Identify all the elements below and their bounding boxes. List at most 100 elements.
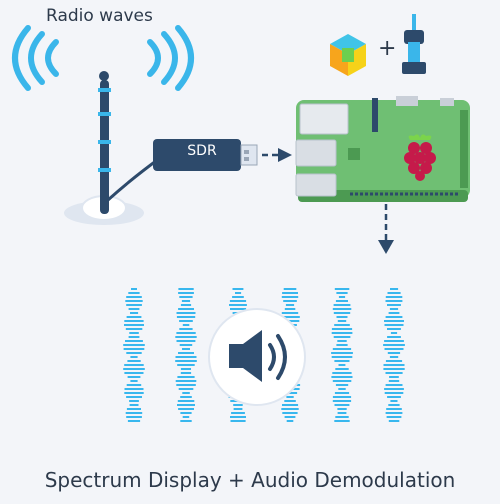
spectrum-bar (126, 352, 142, 354)
radio-waves-label: Radio waves (46, 6, 153, 26)
spectrum-bar (335, 384, 349, 386)
spectrum-bar (335, 416, 349, 418)
spectrum-bar (384, 324, 404, 326)
spectrum-bar (386, 408, 402, 410)
spectrum-bar (232, 288, 244, 290)
spectrum-bar (281, 312, 299, 314)
spectrum-bar (337, 340, 347, 342)
spectrum-bar (131, 288, 137, 290)
spectrum-bar (332, 400, 352, 402)
spectrum-bar (177, 400, 195, 402)
spectrum-bar (334, 324, 350, 326)
spectrum-bar (284, 308, 296, 310)
spectrum-bar (387, 396, 401, 398)
diagram-caption: Spectrum Display + Audio Demodulation (44, 468, 456, 492)
spectrum-bar (337, 412, 347, 414)
spectrum-bar (332, 372, 352, 374)
spectrum-bar (389, 356, 399, 358)
spectrum-bar (125, 300, 143, 302)
plus-sign: + (378, 36, 397, 61)
spectrum-bar (130, 380, 138, 382)
spectrum-bar (336, 292, 348, 294)
spectrum-bar (126, 384, 142, 386)
spectrum-bar (283, 288, 297, 290)
spectrum-bar (384, 392, 404, 394)
spectrum-bar (337, 408, 347, 410)
usb-sdr-icon (153, 139, 258, 171)
spectrum-bar (390, 332, 398, 334)
spectrum-bar (180, 420, 192, 422)
spectrum-bar (335, 300, 348, 302)
arrow-icon-pi-to-spectrum (378, 204, 394, 254)
spectrum-bar (178, 388, 194, 390)
spectrum-bar (179, 320, 193, 322)
spectrum-bar (127, 420, 141, 422)
spectrum-bar (127, 360, 141, 362)
spectrum-bar (128, 308, 140, 310)
spectrum-bar (229, 304, 247, 306)
spectrum-bar (331, 356, 353, 358)
spectrum-bar (385, 412, 403, 414)
spectrum-bar (129, 400, 139, 402)
spectrum-bar (176, 312, 196, 314)
spectrum-bar (383, 344, 405, 346)
spectrum-bar (175, 356, 197, 358)
spectrum-bar (334, 404, 350, 406)
wave-icon-right (147, 25, 194, 91)
spectrum-bar (229, 300, 247, 302)
spectrum-bar (125, 328, 143, 330)
spectrum-bar (179, 344, 193, 346)
spectrum-bar (331, 376, 353, 378)
spectrum-bar (333, 304, 351, 306)
spectrum-bar (232, 296, 244, 298)
spectrum-bar (230, 308, 247, 310)
spectrum-bar (130, 312, 139, 314)
spectrum-bar (125, 340, 143, 342)
spectrum-bar (285, 304, 295, 306)
spectrum-bar (124, 364, 144, 366)
spectrum-bar (385, 372, 403, 374)
spectrum-bar (233, 404, 243, 406)
spectrum-bar (182, 392, 190, 394)
spectrum-bar (338, 364, 346, 366)
spectrum-bar (385, 360, 403, 362)
spectrum-bar (337, 320, 347, 322)
spectrum-bar (282, 292, 298, 294)
spectrum-bar (385, 384, 403, 386)
spectrum-bar (181, 300, 191, 302)
spectrum-bar (126, 408, 141, 410)
spectrum-bar (176, 384, 196, 386)
spectrum-bar (176, 340, 196, 342)
raspberry-logo-icon (404, 134, 436, 181)
antenna-icon (64, 71, 161, 225)
spectrum-bar (126, 316, 142, 318)
spectrum-bar (386, 416, 402, 418)
spectrum-bar (387, 336, 401, 338)
spectrum-bar (180, 304, 192, 306)
spectrum-bar (123, 348, 145, 350)
spectrum-bar (387, 328, 401, 330)
spectrum-bar (176, 332, 196, 334)
spectrum-bar (336, 344, 348, 346)
spectrum-bar (128, 292, 140, 294)
spectrum-bar (128, 336, 140, 338)
spectrum-bar (177, 364, 195, 366)
spectrum-bar (280, 316, 300, 318)
spectrum-bar (332, 396, 352, 398)
spectrum-bar (180, 412, 192, 414)
spectrum-bar (286, 396, 294, 398)
spectrum-bar (180, 396, 192, 398)
spectrum-bar (334, 420, 350, 422)
spectrum-bar (334, 392, 350, 394)
spectrum-bar (175, 380, 197, 382)
spectrum-bar (332, 380, 352, 382)
spectrum-bar (286, 420, 294, 422)
raspberry-pi-board-icon (295, 96, 470, 202)
spectrum-bar (282, 404, 299, 406)
spectrum-bar (384, 340, 404, 342)
spectrum-bar (129, 332, 139, 334)
spectrum-bar (389, 376, 399, 378)
spectrum-bar (331, 328, 353, 330)
